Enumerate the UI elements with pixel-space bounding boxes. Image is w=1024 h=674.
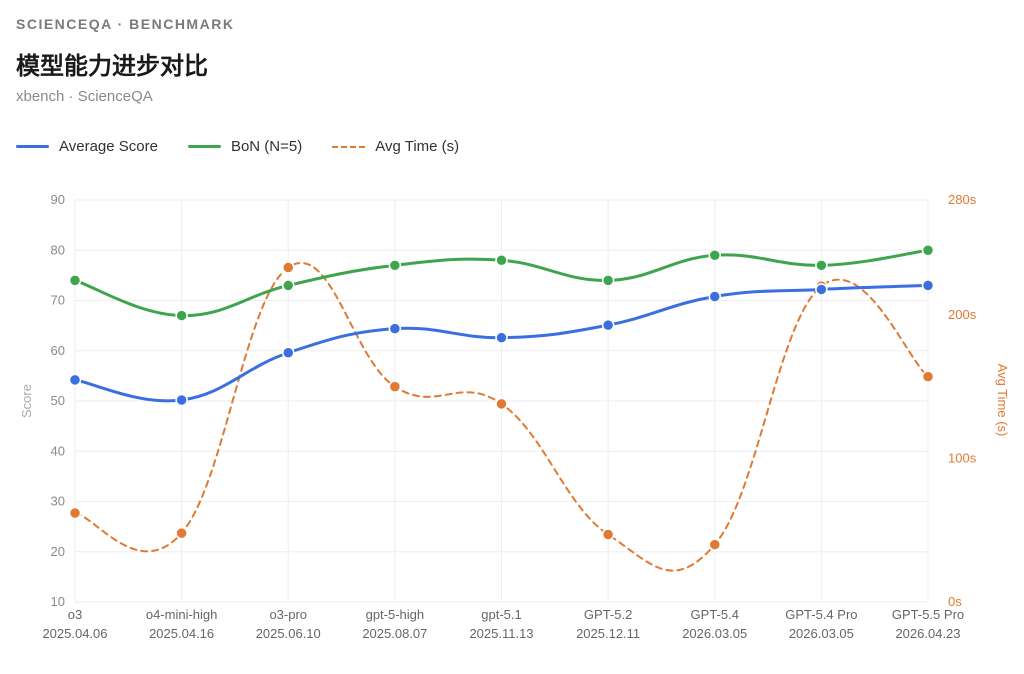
y-tick-label: 60 (51, 343, 65, 358)
x-tick-label: gpt-5.1 (481, 607, 521, 622)
x-tick-date: 2025.08.07 (362, 626, 427, 641)
data-point-average (495, 331, 508, 344)
y-tick-label: 70 (51, 293, 65, 308)
data-point-time (601, 528, 615, 541)
x-tick-date: 2025.04.06 (42, 626, 107, 641)
data-point-time (282, 261, 295, 274)
y-tick-label: 20 (51, 544, 65, 559)
y-tick-label: 10 (51, 594, 65, 609)
data-point-average (175, 393, 188, 407)
data-point-average (921, 279, 935, 292)
data-point-time (68, 506, 82, 520)
data-point-bon (68, 274, 82, 287)
legend-item-time[interactable]: Avg Time (s) (332, 138, 459, 155)
y-tick-label: 30 (51, 494, 65, 509)
data-point-time (708, 538, 721, 551)
y-axis-label: Score (19, 384, 34, 418)
x-tick-date: 2026.03.05 (789, 626, 854, 641)
data-point-bon (815, 259, 828, 272)
legend-swatch-time (332, 145, 366, 148)
data-point-average (68, 373, 82, 387)
data-point-average (708, 290, 721, 303)
x-tick-label: o3 (68, 607, 82, 622)
legend-swatch-bon (187, 145, 221, 148)
data-point-bon (282, 279, 295, 292)
x-tick-date: 2025.11.13 (469, 626, 533, 641)
x-tick-label: GPT-5.4 Pro (785, 607, 857, 622)
data-point-average (815, 283, 828, 296)
chart-eyebrow: SCIENCEQA · BENCHMARK (16, 16, 235, 32)
data-point-bon (495, 254, 508, 267)
data-point-bon (388, 259, 402, 272)
x-tick-date: 2026.04.23 (895, 626, 960, 641)
x-tick-date: 2026.03.05 (682, 626, 747, 641)
data-point-bon (175, 309, 188, 322)
y-right-tick-label: 200s (948, 307, 977, 322)
data-point-average (601, 318, 615, 332)
data-point-time (388, 380, 402, 393)
x-tick-label: gpt-5-high (366, 607, 425, 622)
legend-label-time: Avg Time (s) (375, 138, 460, 155)
x-tick-label: o3-pro (269, 607, 307, 622)
y-right-tick-label: 280s (948, 192, 977, 207)
x-tick-label: GPT-5.2 (584, 607, 632, 622)
data-point-time (921, 370, 935, 383)
legend-item-bon[interactable]: BoN (N=5) (187, 138, 303, 155)
x-tick-date: 2025.04.16 (149, 626, 214, 641)
y-tick-label: 80 (51, 242, 65, 257)
data-point-average (388, 322, 402, 335)
x-tick-label: o4-mini-high (146, 607, 218, 622)
y-tick-label: 50 (51, 393, 65, 408)
legend-swatch-average (16, 145, 49, 148)
data-point-time (495, 397, 508, 411)
y-tick-label: 40 (51, 443, 65, 458)
x-tick-label: GPT-5.4 (691, 607, 739, 622)
data-point-bon (921, 244, 935, 257)
y-right-tick-label: 0s (948, 594, 962, 609)
data-point-time (175, 526, 188, 540)
y-right-axis-label: Avg Time (s) (995, 364, 1010, 437)
x-tick-label: GPT-5.5 Pro (892, 607, 964, 622)
data-point-bon (601, 274, 615, 287)
data-point-average (282, 346, 295, 360)
legend-label-average: Average Score (59, 138, 158, 155)
legend-label-bon: BoN (N=5) (230, 138, 303, 155)
x-tick-date: 2025.12.11 (576, 626, 640, 641)
x-tick-date: 2025.06.10 (256, 626, 321, 641)
chart-subtitle: xbench · ScienceQA (16, 88, 153, 105)
chart-legend: Average Score BoN (N=5) Avg Time (s) (16, 138, 489, 155)
data-point-bon (708, 249, 721, 262)
chart-title: 模型能力进步对比 (16, 52, 208, 80)
y-tick-label: 90 (51, 192, 65, 207)
line-chart: 90 80 70 60 50 40 30 20 10 280s 200s 100s 0s Score Avg… (19, 192, 1010, 641)
legend-item-average[interactable]: Average Score (16, 138, 158, 155)
y-right-tick-label: 100s (948, 450, 977, 465)
